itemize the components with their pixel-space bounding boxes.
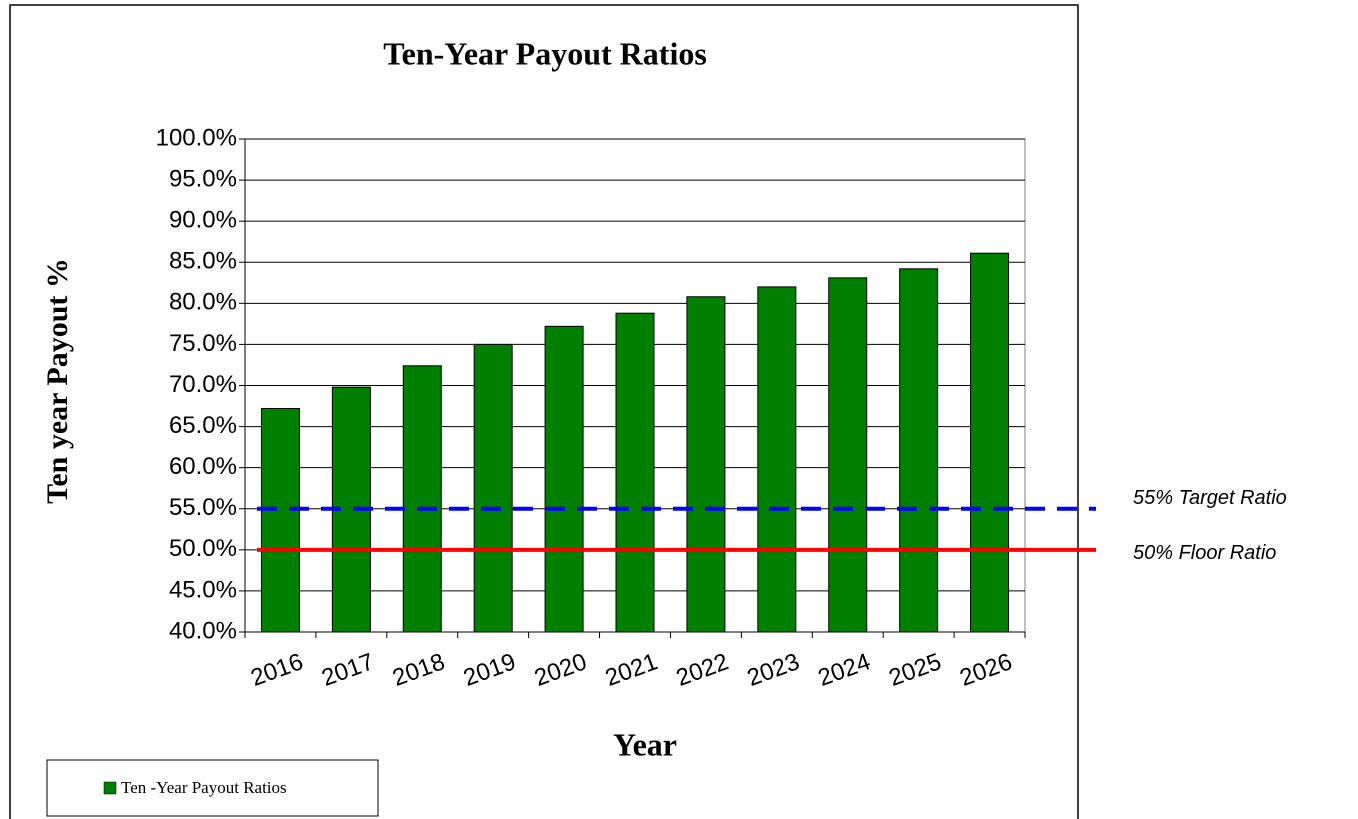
- y-tick-label: 80.0%: [169, 289, 237, 316]
- y-tick-label: 100.0%: [156, 124, 237, 151]
- bar: [402, 365, 442, 633]
- y-tick-label: 50.0%: [169, 535, 237, 562]
- bar: [260, 408, 300, 633]
- bar: [899, 268, 939, 633]
- y-tick-label: 90.0%: [169, 207, 237, 234]
- y-tick-label: 45.0%: [169, 576, 237, 603]
- y-tick-label: 60.0%: [169, 453, 237, 480]
- y-tick-label: 55.0%: [169, 494, 237, 521]
- y-axis-title: Ten year Payout %: [41, 258, 74, 504]
- y-tick-label: 70.0%: [169, 371, 237, 398]
- bar: [615, 312, 655, 633]
- y-tick-label: 65.0%: [169, 412, 237, 439]
- bar: [828, 277, 868, 633]
- y-tick-label: 95.0%: [169, 165, 237, 192]
- legend: [46, 759, 379, 817]
- reference-label: 50% Floor Ratio: [1133, 542, 1276, 564]
- legend-swatch: [103, 781, 117, 795]
- bar: [544, 325, 584, 633]
- bar: [686, 296, 726, 633]
- bar: [757, 286, 797, 633]
- bar: [473, 343, 513, 633]
- chart-title: Ten-Year Payout Ratios: [383, 35, 707, 71]
- reference-label: 55% Target Ratio: [1133, 487, 1287, 509]
- x-axis-title: Year: [613, 726, 677, 762]
- y-tick-label: 75.0%: [169, 330, 237, 357]
- legend-label: Ten -Year Payout Ratios: [121, 778, 287, 797]
- y-tick-label: 85.0%: [169, 248, 237, 275]
- bar: [970, 252, 1010, 633]
- y-tick-label: 40.0%: [169, 617, 237, 644]
